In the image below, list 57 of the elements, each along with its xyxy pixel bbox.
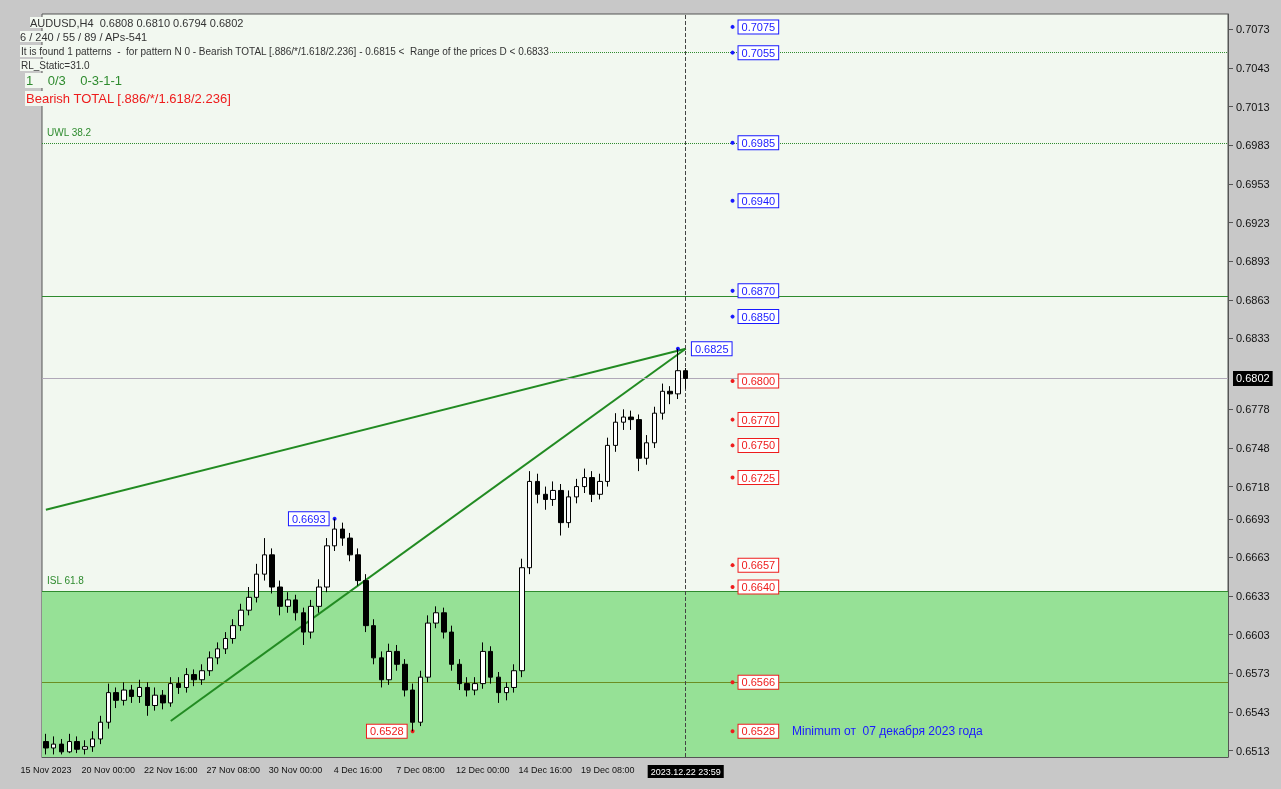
y-tick-label: 0.6893 (1236, 255, 1270, 268)
annotation: Minimum от 07 декабря 2023 года (792, 724, 983, 738)
annotation: 0.6750 (741, 439, 776, 452)
annotation: 0.6725 (741, 471, 776, 484)
x-tick-label: 30 Nov 00:00 (268, 764, 323, 775)
annotation: 0.7075 (741, 20, 776, 33)
y-tick-label: 0.6778 (1236, 403, 1270, 416)
annotation: It is found 1 patterns - for pattern N 0 - Bearish TOTAL [.886/*/1.618/2.236] - 0.6815 < Range of the prices D < 0.6833 (21, 45, 550, 57)
annotation: 0.6870 (741, 284, 776, 297)
y-tick-label: 0.7043 (1236, 62, 1270, 75)
y-tick-label: 0.6718 (1236, 480, 1270, 493)
annotation: 0.6657 (741, 559, 776, 572)
y-tick-label: 0.6543 (1236, 705, 1270, 718)
annotation: 0.6800 (741, 374, 776, 387)
x-tick-label: 15 Nov 2023 (20, 764, 72, 775)
annotation: 0.6985 (741, 136, 776, 149)
y-tick-label: 0.6953 (1236, 177, 1270, 190)
x-tick-label: 12 Dec 00:00 (456, 764, 510, 775)
chart-title: AUDUSD,H4 0.6808 0.6810 0.6794 0.6802 (30, 16, 244, 29)
annotation: 0.6528 (741, 725, 776, 738)
annotation: Bearish TOTAL [.886/*/1.618/2.236] (26, 91, 231, 106)
annotation: 0.6528 (369, 725, 404, 738)
annotation: 0.7055 (741, 46, 776, 59)
y-tick-label: 0.6863 (1236, 293, 1270, 306)
annotation: 0.6940 (741, 194, 776, 207)
y-tick-label: 0.6833 (1236, 332, 1270, 345)
y-tick-label: 0.6603 (1236, 628, 1270, 641)
annotation: 0.6566 (741, 676, 776, 689)
x-tick-label: 27 Nov 08:00 (206, 764, 260, 775)
y-tick-label: 0.6923 (1236, 216, 1270, 229)
ref-line-label: UWL 38.2 (47, 127, 92, 139)
y-tick-label: 0.7013 (1236, 100, 1270, 113)
annotation: 0.6640 (741, 581, 776, 594)
y-tick-label: 0.6983 (1236, 139, 1270, 152)
annotation: RL_Static=31.0 (21, 59, 91, 71)
x-tick-label: 2023.12.22 23:59 (650, 766, 721, 777)
y-tick-label: 0.6573 (1236, 667, 1270, 680)
x-tick-label: 20 Nov 00:00 (81, 764, 136, 775)
x-tick-label: 14 Dec 16:00 (518, 764, 573, 775)
text: 6 / 240 / 55 / 89 / APs-541 (20, 30, 148, 43)
x-tick-label: 19 Dec 08:00 (580, 764, 635, 775)
ref-line-label: ISL 61.8 (47, 575, 85, 587)
y-tick-label: 0.6633 (1236, 590, 1270, 603)
y-tick-label: 0.6693 (1236, 512, 1270, 525)
annotation: 0.6825 (694, 342, 729, 355)
annotation: 1 0/3 0-3-1-1 (26, 73, 123, 88)
x-tick-label: 22 Nov 16:00 (143, 764, 198, 775)
ref-line-label: 0.6802 (1236, 372, 1270, 385)
annotation: 0.6770 (741, 413, 776, 426)
annotation: 0.6693 (291, 512, 326, 525)
y-tick-label: 0.6663 (1236, 551, 1270, 564)
annotation: 0.6850 (741, 310, 776, 323)
y-tick-label: 0.6748 (1236, 441, 1270, 454)
y-tick-label: 0.6513 (1236, 744, 1270, 757)
x-tick-label: 7 Dec 08:00 (396, 764, 445, 775)
y-tick-label: 0.7073 (1236, 23, 1270, 36)
x-tick-label: 4 Dec 16:00 (333, 764, 383, 775)
